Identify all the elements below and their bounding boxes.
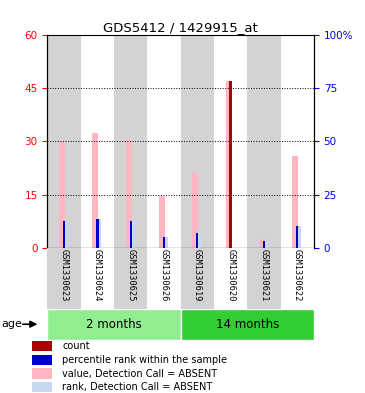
Bar — [32, 341, 52, 351]
Bar — [147, 35, 181, 248]
Bar — [32, 354, 52, 365]
Bar — [296, 226, 299, 248]
Bar — [81, 35, 114, 248]
Bar — [214, 248, 247, 309]
Bar — [226, 81, 232, 248]
Text: age: age — [2, 319, 23, 329]
Bar — [247, 248, 281, 309]
Bar — [47, 309, 181, 340]
Bar — [263, 241, 265, 248]
Bar — [126, 140, 132, 248]
Text: GSM1330621: GSM1330621 — [260, 249, 268, 301]
Bar — [181, 309, 314, 340]
Text: GSM1330625: GSM1330625 — [126, 249, 135, 301]
Text: count: count — [62, 341, 90, 351]
Bar — [97, 219, 101, 248]
Bar — [197, 233, 201, 248]
Bar — [292, 156, 298, 248]
Text: GSM1330624: GSM1330624 — [93, 249, 102, 301]
Bar — [64, 221, 68, 248]
Bar — [196, 233, 199, 248]
Bar — [81, 248, 114, 309]
Bar — [32, 369, 52, 379]
Bar — [96, 219, 99, 248]
Text: GSM1330622: GSM1330622 — [293, 249, 302, 301]
Text: rank, Detection Call = ABSENT: rank, Detection Call = ABSENT — [62, 382, 212, 392]
Title: GDS5412 / 1429915_at: GDS5412 / 1429915_at — [103, 21, 258, 34]
Bar — [59, 141, 65, 248]
Bar — [297, 226, 301, 248]
Bar — [264, 241, 268, 248]
Text: percentile rank within the sample: percentile rank within the sample — [62, 355, 227, 365]
Text: GSM1330623: GSM1330623 — [59, 249, 69, 301]
Bar — [92, 132, 99, 248]
Bar — [47, 35, 81, 248]
Text: GSM1330626: GSM1330626 — [160, 249, 169, 301]
Bar — [214, 35, 247, 248]
Bar — [181, 248, 214, 309]
Bar — [247, 35, 281, 248]
Text: 2 months: 2 months — [86, 318, 142, 331]
Text: 14 months: 14 months — [216, 318, 279, 331]
Bar — [163, 237, 165, 248]
Bar — [32, 382, 52, 392]
Bar — [230, 81, 232, 248]
Bar — [131, 221, 135, 248]
Bar — [114, 248, 147, 309]
Bar — [259, 239, 265, 248]
Bar — [63, 221, 65, 248]
Text: value, Detection Call = ABSENT: value, Detection Call = ABSENT — [62, 369, 217, 378]
Bar — [230, 196, 232, 248]
Bar — [164, 237, 168, 248]
Bar — [181, 35, 214, 248]
Bar — [281, 35, 314, 248]
Text: GSM1330619: GSM1330619 — [193, 249, 202, 301]
Bar — [130, 221, 132, 248]
Bar — [281, 248, 314, 309]
Bar — [47, 248, 81, 309]
Bar — [159, 196, 165, 248]
Text: GSM1330620: GSM1330620 — [226, 249, 235, 301]
Bar — [147, 248, 181, 309]
Bar — [192, 173, 198, 248]
Bar — [114, 35, 147, 248]
